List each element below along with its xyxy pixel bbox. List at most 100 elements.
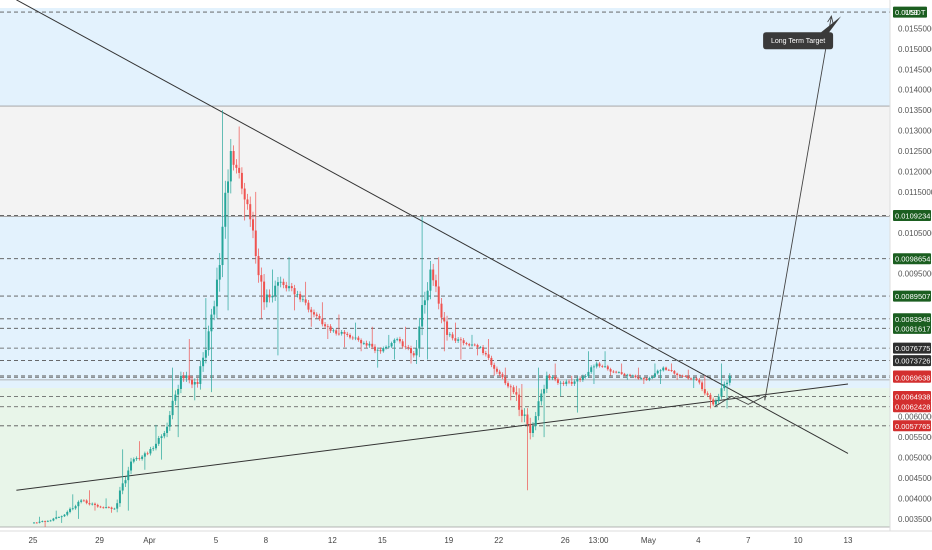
price-level-tag bbox=[893, 420, 931, 432]
candle-body bbox=[592, 366, 595, 368]
candle-body bbox=[218, 265, 221, 280]
candle-body bbox=[210, 314, 213, 332]
candle-body bbox=[601, 366, 604, 367]
candle-body bbox=[448, 334, 451, 336]
candle-body bbox=[434, 280, 437, 287]
candle-body bbox=[249, 204, 252, 220]
candle-body bbox=[105, 507, 108, 508]
candle-body bbox=[55, 517, 58, 519]
candle-body bbox=[701, 382, 704, 390]
projection-layer bbox=[714, 15, 834, 407]
time-tick-label: May bbox=[641, 536, 656, 545]
price-axis bbox=[889, 0, 932, 550]
symbol-tag-label: USDT bbox=[905, 8, 926, 17]
price-level-tag-label: 0.0064938 bbox=[895, 392, 930, 401]
price-level-tag bbox=[893, 355, 931, 367]
candle-body bbox=[612, 371, 615, 373]
zone-band bbox=[0, 388, 890, 527]
time-tick-label: 7 bbox=[746, 536, 751, 545]
candle-body bbox=[82, 500, 85, 502]
candle-body bbox=[415, 348, 418, 356]
candle-body bbox=[182, 375, 185, 379]
candles-layer bbox=[33, 110, 731, 527]
annotation-bubble bbox=[763, 16, 842, 50]
candle-body bbox=[318, 315, 321, 319]
candle-body bbox=[154, 443, 157, 449]
price-level-tag bbox=[893, 342, 931, 354]
candle-body bbox=[332, 330, 335, 332]
candle-body bbox=[240, 172, 243, 189]
candle-body bbox=[493, 364, 496, 369]
candle-body bbox=[232, 151, 235, 165]
candle-body bbox=[401, 341, 404, 347]
candle-body bbox=[293, 288, 296, 295]
candle-body bbox=[215, 279, 218, 307]
candle-body bbox=[717, 396, 720, 402]
price-level-tag bbox=[893, 322, 931, 334]
candle-body bbox=[315, 314, 318, 316]
candle-body bbox=[507, 383, 510, 387]
candle-body bbox=[562, 382, 565, 384]
candle-body bbox=[349, 334, 352, 338]
time-tick-label: 4 bbox=[696, 536, 701, 545]
candle-body bbox=[343, 331, 346, 334]
candle-body bbox=[135, 458, 138, 460]
projection-arrowhead bbox=[827, 15, 834, 24]
candle-body bbox=[57, 517, 60, 518]
candle-body bbox=[99, 506, 102, 508]
time-tick-label: 15 bbox=[378, 536, 387, 545]
candle-body bbox=[110, 507, 113, 509]
candle-body bbox=[276, 282, 279, 286]
price-level-tag-label: 0.0098654 bbox=[895, 255, 930, 264]
candle-body bbox=[93, 503, 96, 505]
price-level-tag bbox=[893, 371, 931, 383]
candle-body bbox=[440, 303, 443, 318]
price-level-tag bbox=[893, 6, 927, 18]
candle-body bbox=[221, 226, 224, 266]
candle-body bbox=[268, 294, 271, 298]
candle-body bbox=[515, 392, 518, 395]
candle-body bbox=[714, 401, 717, 405]
candle-body bbox=[227, 181, 230, 193]
candle-body bbox=[96, 504, 99, 507]
candle-body bbox=[446, 321, 449, 335]
time-tick-label: 29 bbox=[95, 536, 104, 545]
candle-body bbox=[576, 378, 579, 382]
time-tick-label: 12 bbox=[328, 536, 337, 545]
price-level-tag-label: 0.0073726 bbox=[895, 357, 930, 366]
candle-body bbox=[581, 376, 584, 380]
candle-body bbox=[113, 508, 116, 510]
price-level-tag-label: 0.0089507 bbox=[895, 292, 930, 301]
candle-body bbox=[487, 354, 490, 358]
candle-body bbox=[335, 330, 338, 334]
candle-body bbox=[60, 516, 63, 518]
candle-body bbox=[141, 456, 144, 459]
candle-body bbox=[645, 378, 648, 380]
candle-body bbox=[371, 343, 374, 347]
candle-body bbox=[559, 382, 562, 384]
candle-body bbox=[479, 347, 482, 348]
candle-body bbox=[692, 378, 695, 380]
candle-body bbox=[437, 286, 440, 304]
price-level-tags: 0.0159 0.0109234 0.0098654 0.0089507 0.00839… bbox=[893, 6, 931, 432]
time-tick-label: 25 bbox=[29, 536, 38, 545]
candle-body bbox=[301, 299, 304, 301]
candle-body bbox=[609, 369, 612, 372]
candle-body bbox=[168, 415, 171, 427]
candle-body bbox=[351, 337, 354, 339]
candle-body bbox=[85, 500, 88, 504]
candle-body bbox=[121, 483, 124, 491]
candle-body bbox=[191, 379, 194, 385]
candle-body bbox=[637, 377, 640, 379]
candle-body bbox=[304, 299, 307, 303]
candle-body bbox=[726, 382, 729, 385]
time-tick-label: 5 bbox=[214, 536, 219, 545]
candle-body bbox=[526, 414, 529, 425]
candle-body bbox=[196, 382, 199, 384]
candle-body bbox=[166, 426, 169, 434]
